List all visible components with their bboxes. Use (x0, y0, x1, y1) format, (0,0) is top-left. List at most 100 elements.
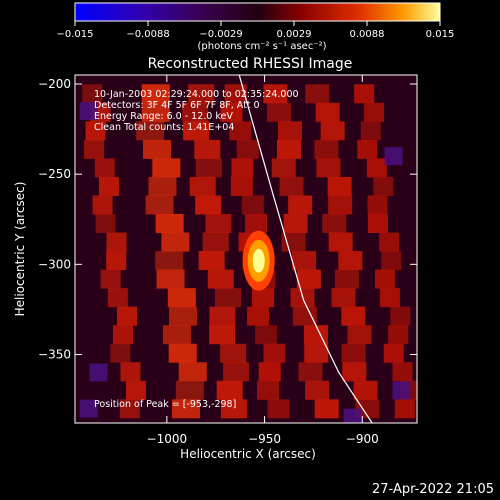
emission-cell (223, 362, 250, 382)
emission-cell (328, 232, 353, 252)
emission-cell (255, 325, 278, 345)
colorbar-tick-label: 0.015 (426, 29, 455, 40)
emission-cell (224, 84, 247, 104)
emission-cell (322, 214, 347, 234)
emission-cell (315, 102, 340, 122)
emission-cell (379, 288, 400, 308)
emission-cell (136, 121, 165, 141)
colorbar-tick-label: −0.0088 (126, 29, 169, 40)
emission-cell (202, 232, 229, 252)
negative-cell (79, 399, 98, 418)
emission-cell (82, 84, 103, 104)
emission-cell (276, 139, 301, 159)
emission-cell (357, 139, 378, 159)
emission-cell (220, 102, 243, 122)
emission-cell (334, 269, 359, 289)
info-line: 10-Jan-2003 02:29:24.000 to 02:35:24.000 (94, 89, 299, 100)
negative-cell (384, 147, 403, 166)
emission-cell (125, 380, 146, 400)
y-tick-label: −250 (38, 167, 71, 181)
emission-cell (98, 176, 119, 196)
info-line: Energy Range: 6.0 - 12.0 keV (94, 111, 233, 122)
emission-cell (175, 380, 204, 400)
emission-cell (205, 214, 232, 234)
emission-cell (168, 343, 197, 363)
emission-cell (354, 84, 375, 104)
negative-cell (79, 102, 98, 121)
emission-cell (141, 102, 170, 122)
axis-ticks: −1000 −950 −900 −200 −250 −300 −350 (38, 75, 417, 446)
observation-info: 10-Jan-2003 02:29:24.000 to 02:35:24.000… (94, 89, 299, 133)
emission-cell (390, 306, 411, 326)
emission-cell (316, 158, 341, 178)
emission-cell (341, 343, 366, 363)
emission-cell (388, 325, 409, 345)
emission-cell (373, 176, 394, 196)
emission-cell (305, 84, 330, 104)
emission-cell (195, 158, 222, 178)
plot-frame (74, 74, 418, 424)
emission-cell (209, 325, 236, 345)
emission-cell (85, 121, 106, 141)
emission-cell (214, 288, 241, 308)
emission-cell (379, 232, 400, 252)
emission-cell (207, 269, 234, 289)
colorbar-ticks: −0.015 −0.0088 −0.0029 0.0029 0.0088 0.015 (56, 21, 454, 40)
emission-cell (394, 399, 415, 419)
emission-cell (328, 195, 353, 215)
emission-cell (141, 84, 170, 104)
y-tick-label: −200 (38, 77, 71, 91)
emission-cell (338, 251, 363, 271)
emission-cell (152, 158, 181, 178)
emission-cell (182, 102, 209, 122)
x-tick-label: −900 (346, 432, 379, 446)
emission-cell (229, 121, 252, 141)
emission-cell (171, 399, 200, 419)
emission-cell (304, 325, 329, 345)
info-line: Detectors: 3F 4F 5F 6F 7F 8F, Att 0 (94, 100, 260, 111)
emission-cell (305, 380, 330, 400)
emission-cell (392, 362, 413, 382)
emission-cell (195, 195, 222, 215)
peak-centre (252, 248, 265, 273)
emission-cell (367, 214, 388, 234)
chart-title: Reconstructed RHESSI Image (148, 56, 353, 72)
emission-cell (236, 139, 259, 159)
colorbar-tick-label: 0.0088 (350, 29, 385, 40)
emission-cell (110, 343, 131, 363)
emission-cell (167, 288, 196, 308)
negative-cell (343, 408, 362, 423)
emission-cell (216, 380, 243, 400)
emission-cell (320, 121, 345, 141)
emission-cell (383, 343, 404, 363)
emission-cell (119, 399, 140, 419)
emission-cell (342, 362, 367, 382)
emission-cell (327, 176, 352, 196)
colorbar-tick-label: 0.0029 (277, 29, 312, 40)
x-axis-label: Heliocentric X (arcsec) (180, 447, 316, 461)
emission-cell (107, 288, 128, 308)
colorbar-unit-label: (photons cm⁻² s⁻¹ asec⁻²) (197, 41, 326, 52)
colorbar-tick-label: −0.015 (56, 29, 93, 40)
emission-cell (364, 102, 385, 122)
y-axis-label: Heliocentric Y (arcsec) (13, 182, 27, 317)
emission-cell (292, 306, 317, 326)
emission-cell (366, 158, 387, 178)
emission-layer (79, 84, 417, 423)
emission-cell (277, 121, 302, 141)
emission-cell (209, 306, 236, 326)
emission-cell (120, 362, 141, 382)
emission-cell (263, 343, 286, 363)
emission-cell (304, 343, 329, 363)
emission-cell (106, 251, 127, 271)
emission-cell (353, 380, 378, 400)
emission-cell (381, 251, 402, 271)
emission-cell (256, 380, 279, 400)
emission-cell (374, 269, 395, 289)
emission-cell (106, 232, 127, 252)
emission-cell (143, 139, 172, 159)
emission-cell (298, 362, 323, 382)
emission-cell (155, 214, 184, 234)
colorbar-tick-label: −0.0029 (199, 29, 242, 40)
emission-cell (117, 306, 138, 326)
